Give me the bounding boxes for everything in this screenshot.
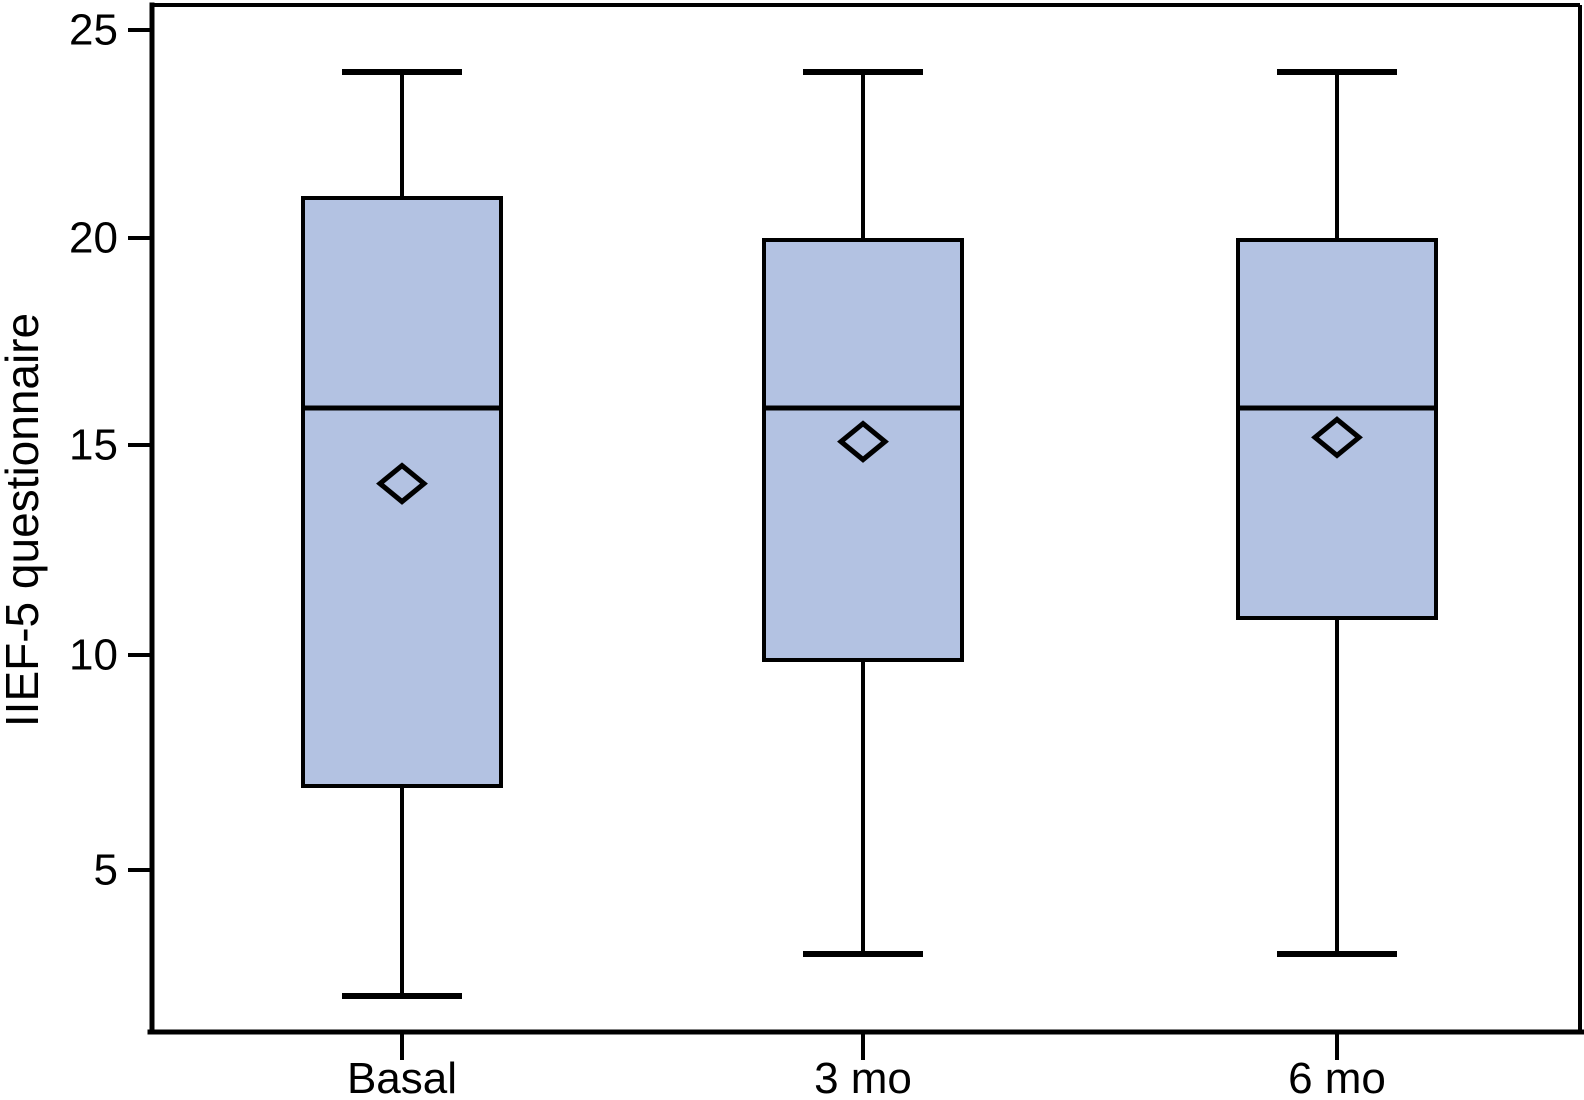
y-axis-ticks: 25 20 15 10 5 — [69, 6, 152, 895]
mean-diamond-marker — [1311, 416, 1363, 459]
y-tick-label-20: 20 — [69, 214, 118, 263]
x-tick-label-3mo: 3 mo — [814, 1054, 912, 1100]
y-axis-title: IIEF-5 questionnaire — [0, 313, 48, 727]
boxplot-series — [301, 69, 1438, 999]
x-axis-ticks: Basal 3 mo 6 mo — [347, 1032, 1386, 1100]
x-tick-label-basal: Basal — [347, 1054, 457, 1100]
y-tick-label-10: 10 — [69, 631, 118, 680]
mean-diamond-marker — [376, 462, 428, 505]
box-iqr-rect[interactable] — [762, 238, 964, 662]
y-tick-label-5: 5 — [94, 846, 118, 895]
boxplot-6-mo — [1236, 69, 1438, 957]
boxplot-3-mo — [762, 69, 964, 957]
x-tick-label-6mo: 6 mo — [1288, 1054, 1386, 1100]
box-iqr-rect[interactable] — [1236, 238, 1438, 620]
plot-frame — [147, 2, 1584, 1035]
y-tick-label-15: 15 — [69, 421, 118, 470]
y-tick-label-25: 25 — [69, 6, 118, 55]
boxplot-basal — [301, 69, 503, 999]
box-iqr-rect[interactable] — [301, 196, 503, 788]
mean-diamond-marker — [837, 420, 889, 463]
